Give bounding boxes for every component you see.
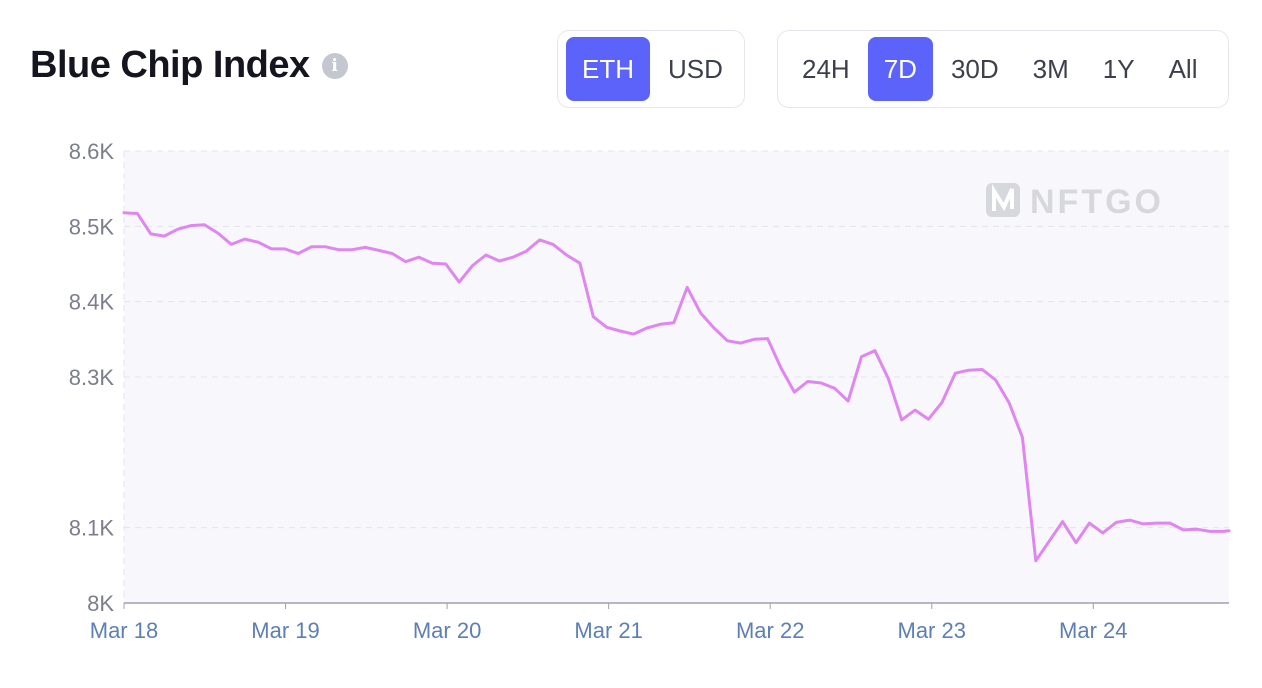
y-tick-label: 8.3K (69, 365, 115, 390)
x-tick-label: Mar 22 (736, 618, 804, 643)
x-tick-label: Mar 19 (251, 618, 319, 643)
currency-eth-button[interactable]: ETH (566, 37, 650, 101)
range-1y-button[interactable]: 1Y (1102, 53, 1135, 84)
nftgo-watermark: NFTGO (986, 183, 1164, 221)
range-3m-button[interactable]: 3M (1032, 53, 1069, 84)
grid (124, 150, 1229, 529)
range-all-button[interactable]: All (1168, 53, 1198, 84)
y-tick-label: 8.5K (69, 214, 115, 239)
y-tick-label: 8K (87, 591, 114, 616)
range-7d-button[interactable]: 7D (867, 37, 933, 101)
y-tick-label: 8.6K (69, 139, 115, 164)
y-tick-label: 8.1K (69, 516, 115, 541)
watermark-text: NFTGO (1030, 183, 1164, 221)
x-tick-label: Mar 23 (898, 618, 966, 643)
info-icon[interactable]: i (321, 52, 348, 79)
time-range-toggle: 24H 7D 30D 3M 1Y All (777, 30, 1229, 108)
series-line (122, 211, 1231, 563)
line-chart: NFTGO 8K 8.1K 8.3K 8.4K 8.5K 8.6K Mar 18 Mar 19… (69, 139, 1231, 643)
currency-usd-button[interactable]: USD (668, 53, 723, 84)
page-title: Blue Chip Index (30, 44, 310, 86)
y-tick-label: 8.4K (69, 290, 115, 315)
title-area: Blue Chip Index i (30, 44, 348, 87)
range-30d-button[interactable]: 30D (950, 53, 999, 84)
x-tick-label: Mar 18 (90, 618, 158, 643)
x-tick-label: Mar 21 (574, 618, 642, 643)
nftgo-logo-glyph (992, 184, 1014, 212)
x-tick-label: Mar 24 (1059, 618, 1127, 643)
axes: 8K 8.1K 8.3K 8.4K 8.5K 8.6K Mar 18 Mar 19 Mar 20… (69, 139, 1229, 643)
range-24h-button[interactable]: 24H (802, 53, 850, 84)
x-tick-label: Mar 20 (413, 618, 481, 643)
currency-toggle: ETH USD (557, 30, 745, 108)
nftgo-logo-icon (986, 183, 1020, 217)
